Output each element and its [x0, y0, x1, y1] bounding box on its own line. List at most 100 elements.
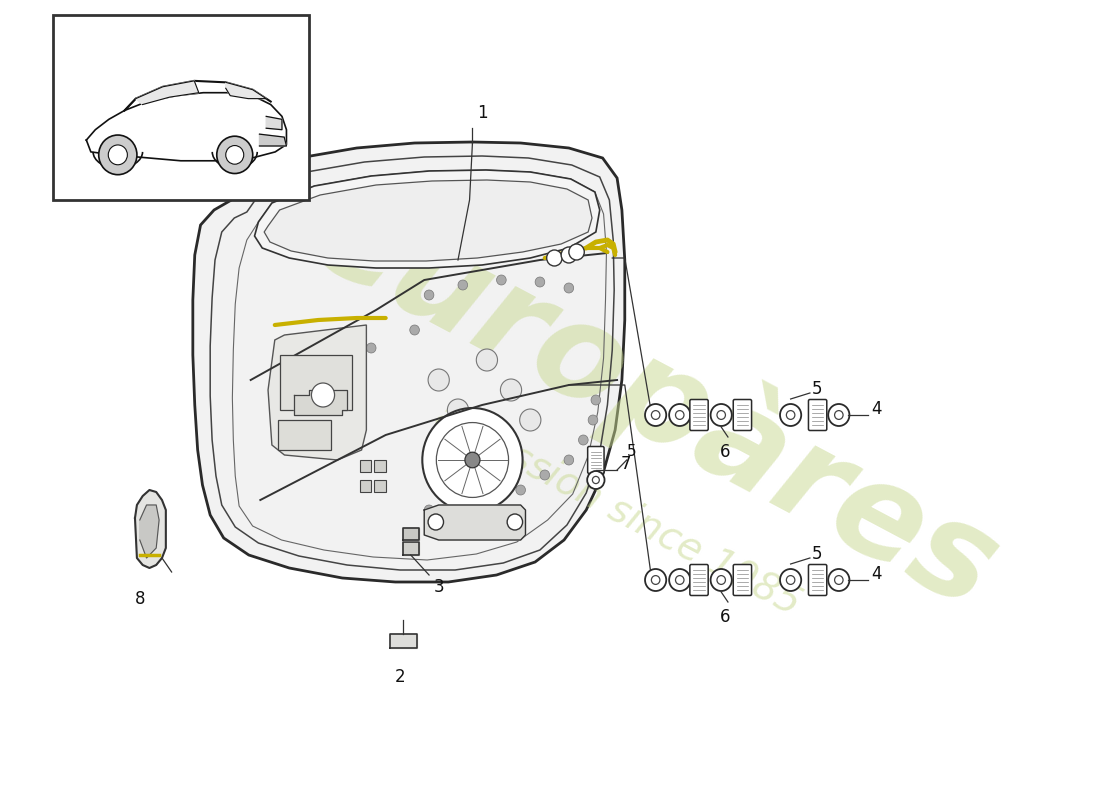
Text: 4: 4: [871, 400, 882, 418]
Circle shape: [569, 244, 584, 260]
Polygon shape: [264, 180, 592, 261]
Circle shape: [422, 408, 522, 512]
Circle shape: [587, 471, 605, 489]
Circle shape: [717, 576, 725, 584]
Circle shape: [564, 455, 574, 465]
Circle shape: [496, 275, 506, 285]
Circle shape: [828, 569, 849, 591]
Circle shape: [476, 349, 497, 371]
Text: 6: 6: [719, 443, 730, 461]
Circle shape: [500, 379, 521, 401]
Text: a passion since 1985: a passion since 1985: [428, 398, 806, 622]
Circle shape: [311, 383, 334, 407]
Circle shape: [564, 283, 574, 293]
Circle shape: [323, 405, 332, 415]
Circle shape: [108, 145, 128, 165]
Bar: [53, 15, 308, 200]
Circle shape: [491, 429, 512, 451]
FancyBboxPatch shape: [808, 565, 827, 595]
FancyBboxPatch shape: [690, 399, 708, 430]
Polygon shape: [135, 81, 199, 105]
Polygon shape: [294, 390, 348, 415]
Circle shape: [366, 343, 376, 353]
Circle shape: [786, 576, 795, 584]
Circle shape: [780, 569, 801, 591]
Polygon shape: [268, 325, 366, 460]
Circle shape: [338, 365, 348, 375]
Circle shape: [579, 435, 588, 445]
FancyBboxPatch shape: [808, 399, 827, 430]
Circle shape: [591, 395, 601, 405]
Circle shape: [433, 429, 454, 451]
Polygon shape: [260, 134, 286, 146]
Circle shape: [458, 505, 468, 515]
Circle shape: [425, 290, 433, 300]
Circle shape: [425, 505, 433, 515]
Circle shape: [561, 247, 576, 263]
Circle shape: [507, 514, 522, 530]
Polygon shape: [390, 634, 417, 648]
Circle shape: [448, 399, 469, 421]
FancyBboxPatch shape: [587, 446, 604, 474]
FancyBboxPatch shape: [690, 565, 708, 595]
Text: 5: 5: [627, 445, 636, 459]
Circle shape: [462, 454, 483, 476]
Circle shape: [540, 470, 550, 480]
Circle shape: [428, 514, 443, 530]
Circle shape: [535, 277, 544, 287]
Circle shape: [428, 369, 449, 391]
Polygon shape: [403, 542, 419, 555]
FancyBboxPatch shape: [734, 399, 751, 430]
Circle shape: [99, 135, 136, 174]
Text: 7: 7: [620, 455, 631, 473]
Circle shape: [669, 569, 691, 591]
Polygon shape: [266, 116, 282, 130]
Polygon shape: [425, 505, 526, 540]
Circle shape: [786, 410, 795, 419]
Circle shape: [675, 576, 684, 584]
Text: europàres: europàres: [290, 164, 1021, 636]
Polygon shape: [254, 170, 600, 268]
Bar: [279, 355, 352, 410]
Polygon shape: [192, 142, 625, 582]
Circle shape: [711, 569, 732, 591]
Circle shape: [645, 404, 667, 426]
Bar: [277, 420, 331, 450]
Text: 5: 5: [812, 545, 823, 563]
Polygon shape: [140, 505, 159, 558]
Polygon shape: [403, 528, 419, 540]
Circle shape: [645, 569, 667, 591]
Circle shape: [588, 415, 597, 425]
Circle shape: [593, 476, 600, 483]
Text: 6: 6: [719, 608, 730, 626]
Polygon shape: [135, 490, 166, 568]
Circle shape: [835, 576, 843, 584]
Circle shape: [651, 410, 660, 419]
Text: 5: 5: [812, 380, 823, 398]
Circle shape: [458, 280, 468, 290]
Circle shape: [487, 500, 496, 510]
Circle shape: [516, 485, 526, 495]
Circle shape: [780, 404, 801, 426]
Circle shape: [465, 452, 480, 468]
Bar: [360, 480, 371, 492]
Circle shape: [711, 404, 732, 426]
Text: 4: 4: [871, 565, 882, 583]
Text: 1: 1: [477, 104, 488, 122]
Circle shape: [226, 146, 244, 164]
Text: 8: 8: [134, 590, 145, 608]
Circle shape: [547, 250, 562, 266]
Circle shape: [217, 136, 253, 174]
Text: 2: 2: [395, 668, 406, 686]
FancyBboxPatch shape: [734, 565, 751, 595]
Bar: [360, 460, 371, 472]
Circle shape: [717, 410, 725, 419]
Bar: [374, 460, 386, 472]
Circle shape: [835, 410, 843, 419]
Bar: [374, 480, 386, 492]
Circle shape: [519, 409, 541, 431]
Circle shape: [651, 576, 660, 584]
Circle shape: [675, 410, 684, 419]
Text: 3: 3: [433, 578, 444, 596]
Circle shape: [410, 325, 419, 335]
